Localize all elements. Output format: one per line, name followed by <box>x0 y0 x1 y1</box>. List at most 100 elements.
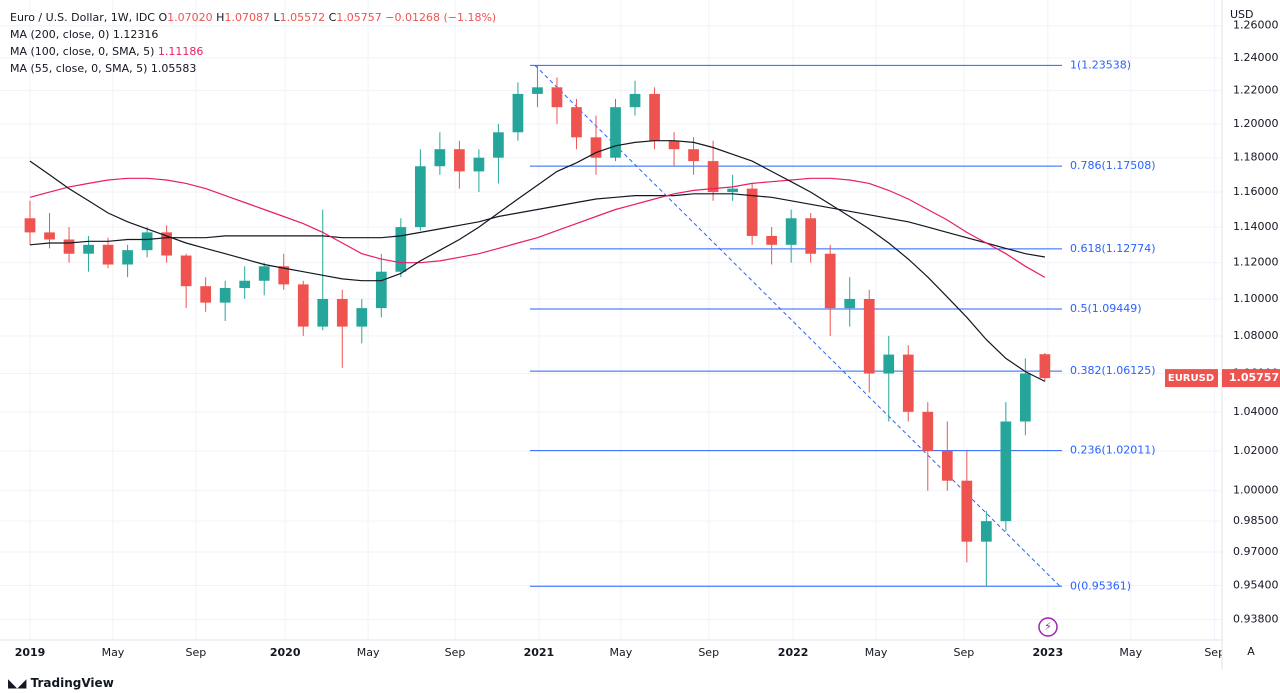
price-badge <box>1222 369 1280 388</box>
x-tick-label: May <box>357 646 380 659</box>
candle-body <box>902 354 914 412</box>
ma-value: 1.12316 <box>112 28 159 41</box>
candle-body <box>980 521 992 542</box>
candle-body <box>375 271 387 309</box>
x-tick-label: May <box>1119 646 1142 659</box>
fib-label: 0.5(1.09449) <box>1070 302 1142 315</box>
ohlc-label: L <box>273 11 280 24</box>
y-tick-label: 1.04000 <box>1233 405 1279 418</box>
candle-body <box>297 284 309 327</box>
ohlc-value: 1.05757 <box>336 11 382 24</box>
x-tick-label: Sep <box>1204 646 1225 659</box>
ohlc-value: 1.07087 <box>224 11 270 24</box>
x-tick-label: 2021 <box>524 646 555 659</box>
candle-body <box>493 132 504 158</box>
candle-body <box>727 188 738 193</box>
candle-body <box>200 286 212 303</box>
candle-body <box>688 149 699 162</box>
y-tick-label: 0.95400 <box>1233 578 1279 591</box>
change: −0.01268 (−1.18%) <box>385 11 497 24</box>
ohlc-label: C <box>328 11 337 24</box>
candle-body <box>532 87 543 94</box>
candle-body <box>571 107 582 138</box>
candle-body <box>122 250 133 265</box>
x-tick-label: 2019 <box>15 646 46 659</box>
y-tick-label: 1.26000 <box>1233 19 1279 32</box>
candle-body <box>551 87 563 108</box>
x-tick-label: 2022 <box>778 646 809 659</box>
candle-body <box>863 298 875 374</box>
ma-value: 1.11186 <box>157 45 204 58</box>
currency: USD <box>1230 8 1254 21</box>
ma-value: 1.05583 <box>150 62 197 75</box>
candle-body <box>785 218 797 245</box>
candle-body <box>336 298 348 327</box>
fib-trend <box>534 65 1061 587</box>
fib-label: 0.236(1.02011) <box>1070 444 1156 457</box>
ohlc-label: O <box>158 11 168 24</box>
ma-name: MA (55, close, 0, SMA, 5) <box>10 62 148 75</box>
y-tick-label: 1.18000 <box>1233 151 1279 164</box>
symbol-label: EURUSD <box>1168 373 1214 384</box>
y-tick-label: 1.20000 <box>1233 117 1279 130</box>
fib-label: 0.382(1.06125) <box>1070 364 1156 377</box>
symbol-name: Euro / U.S. Dollar, 1W, IDC <box>10 11 155 24</box>
y-tick-label: 0.93800 <box>1233 613 1279 626</box>
ma-line <box>29 177 1046 278</box>
candle-body <box>1000 421 1012 522</box>
ma-legend: MA (200, close, 0) 1.12316 <box>10 26 496 43</box>
event-bolt: ⚡ <box>1044 620 1052 633</box>
ma-line <box>29 193 1046 258</box>
footer: ◣◢ TradingView <box>8 676 114 690</box>
candle-body <box>317 298 329 327</box>
symbol-badge <box>1165 369 1218 388</box>
ohlc-label: H <box>216 11 225 24</box>
last-price: 1.05757 <box>1229 371 1279 384</box>
ohlc: O1.07020 H1.07087 L1.05572 C1.05757 <box>159 11 386 24</box>
candle-body <box>395 227 407 272</box>
candle-body <box>610 107 621 158</box>
candle-body <box>824 253 836 309</box>
legend: Euro / U.S. Dollar, 1W, IDC O1.07020 H1.… <box>10 9 496 77</box>
chart: 1(1.23538) 0.786(1.17508) 0.618(1.12774) 0.… <box>0 0 1280 670</box>
candle-body <box>180 255 192 287</box>
candle-body <box>512 93 524 133</box>
candle-body <box>102 244 114 265</box>
ohlc-value: 1.07020 <box>167 11 213 24</box>
candle-body <box>746 188 758 236</box>
candle-body <box>1020 373 1031 422</box>
symbol-line: Euro / U.S. Dollar, 1W, IDC O1.07020 H1.… <box>10 9 496 26</box>
candle-body <box>961 480 973 542</box>
candle-body <box>239 280 251 289</box>
y-tick-label: 0.97000 <box>1233 545 1279 558</box>
candle-body <box>590 137 602 158</box>
candle-body <box>219 288 231 303</box>
y-tick-label: 1.08000 <box>1233 329 1279 342</box>
y-tick-label: 1.14000 <box>1233 220 1279 233</box>
candle-body <box>1039 354 1051 379</box>
ma-list: MA (200, close, 0) 1.12316 MA (100, close… <box>10 26 496 77</box>
y-tick-label: 1.02000 <box>1233 444 1279 457</box>
candle-body <box>278 266 290 285</box>
x-tick-label: May <box>610 646 633 659</box>
fib-label: 0(0.95361) <box>1070 579 1131 592</box>
y-tick-label: 1.12000 <box>1233 256 1279 269</box>
x-tick-label: May <box>865 646 888 659</box>
candle-body <box>414 166 426 228</box>
candle-body <box>83 244 94 254</box>
candle-body <box>844 298 856 309</box>
fib-label: 1(1.23538) <box>1070 58 1131 71</box>
y-tick-label: 1.00000 <box>1233 484 1279 497</box>
ma-name: MA (200, close, 0) <box>10 28 110 41</box>
brand: TradingView <box>30 676 114 690</box>
candle-body <box>44 232 55 240</box>
fib-label: 0.618(1.12774) <box>1070 242 1156 255</box>
candle-body <box>258 266 270 281</box>
y-tick-label: 1.24000 <box>1233 51 1279 64</box>
candle-body <box>356 308 368 327</box>
scale-button[interactable]: A <box>1247 645 1255 658</box>
y-tick-label: 0.98500 <box>1233 514 1279 527</box>
candle-body <box>161 232 172 256</box>
fib-label: 0.786(1.17508) <box>1070 159 1156 172</box>
